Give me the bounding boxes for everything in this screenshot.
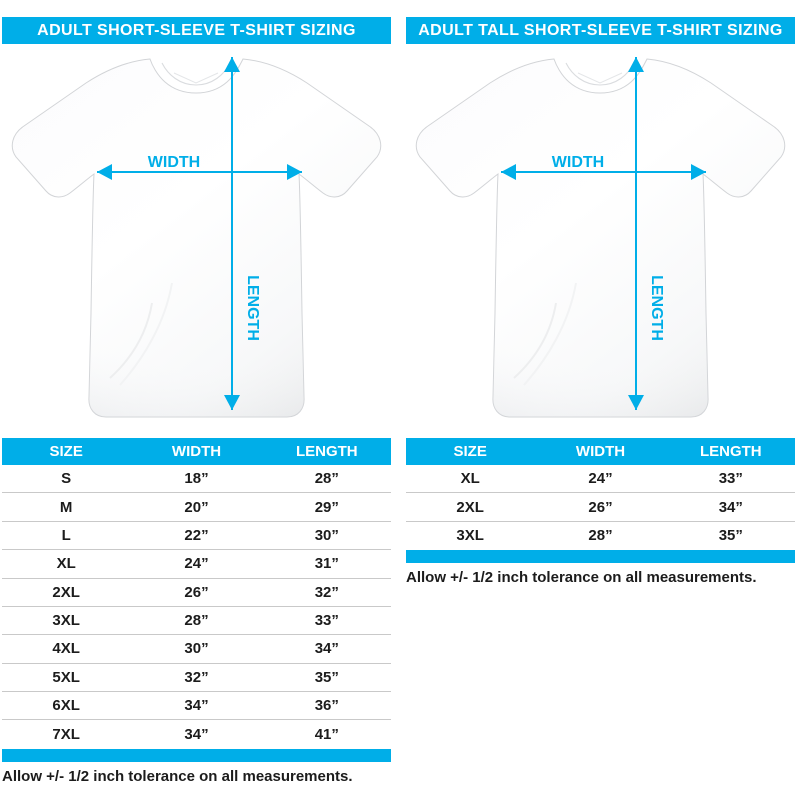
svg-text:LENGTH: LENGTH [244, 275, 261, 341]
svg-text:WIDTH: WIDTH [148, 154, 200, 171]
svg-text:WIDTH: WIDTH [552, 154, 604, 171]
svg-text:LENGTH: LENGTH [648, 275, 665, 341]
